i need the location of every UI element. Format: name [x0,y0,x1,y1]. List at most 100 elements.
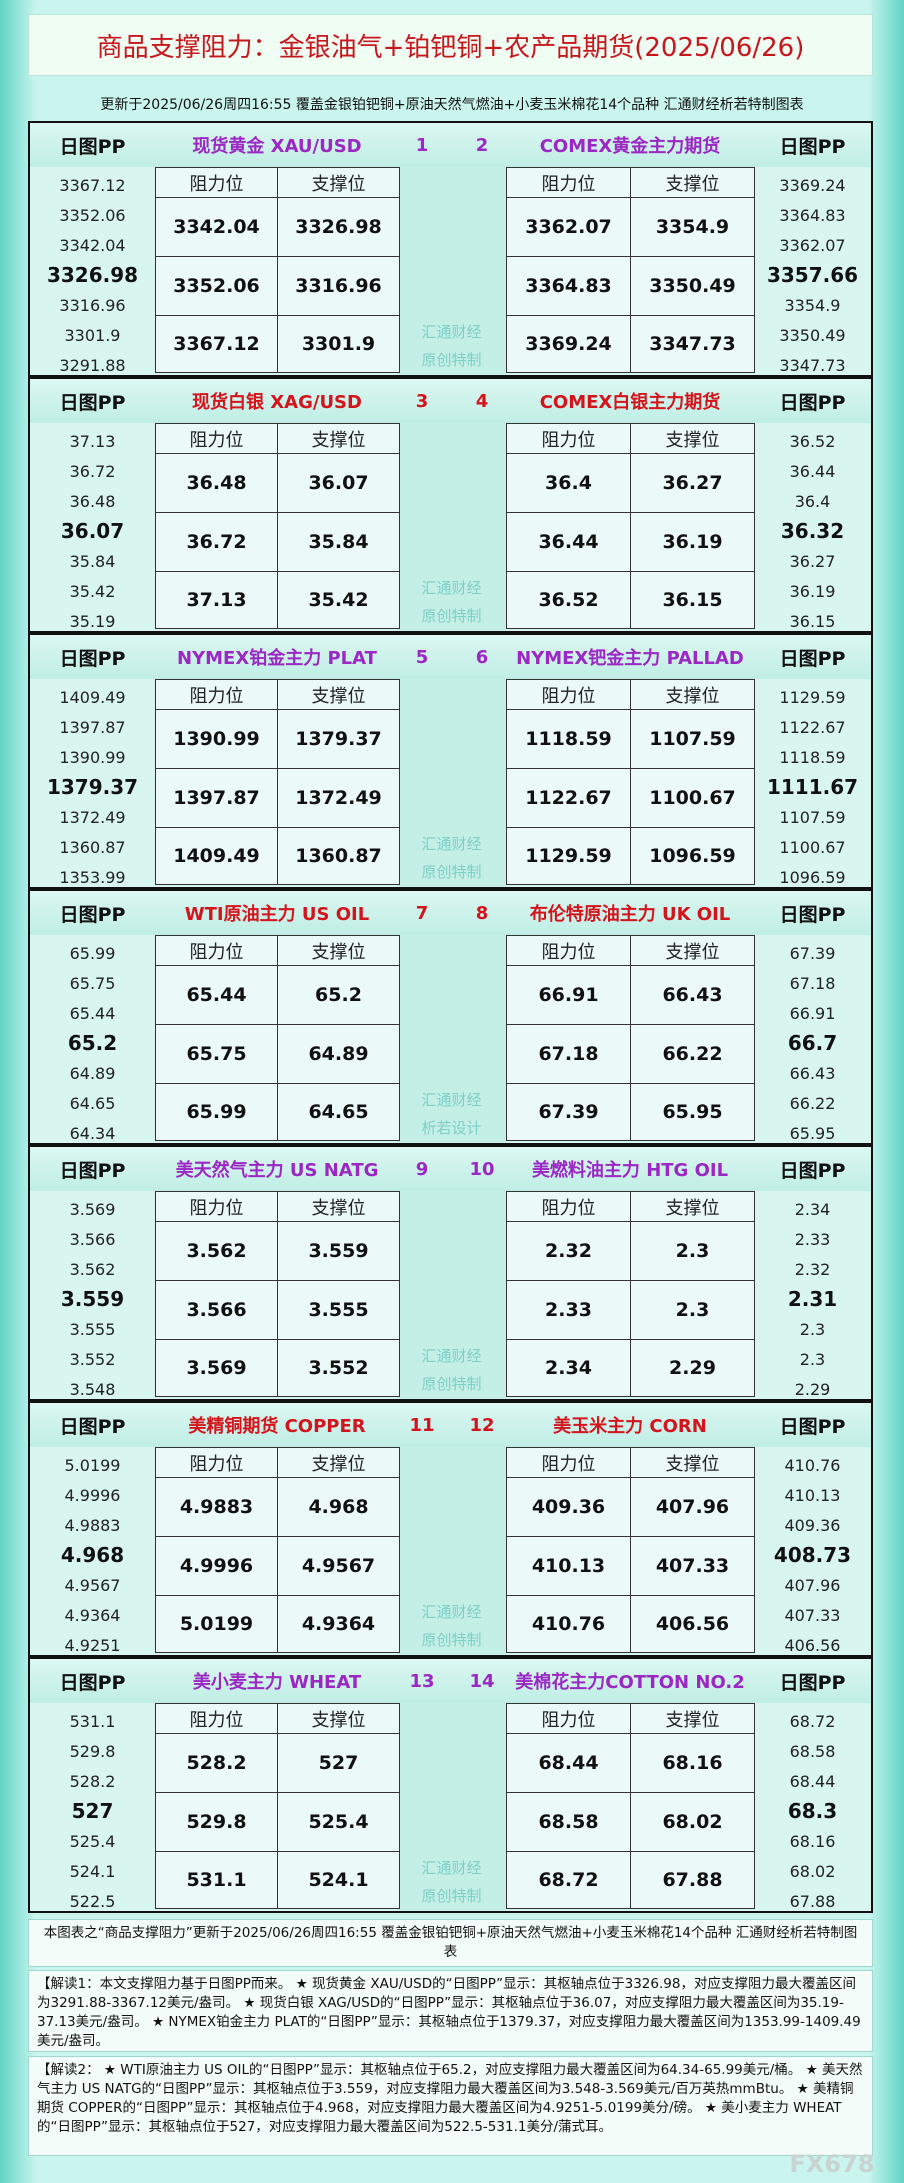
watermark: 汇通财经 [421,1602,482,1621]
pp-label: 日图PP [779,1415,846,1438]
table-cell: 36.52 [506,571,631,629]
subtitle: 更新于2025/06/26周四16:55 覆盖金银铂钯铜+原油天然气燃油+小麦玉… [100,97,804,113]
table-cell: 410.76 [506,1595,631,1653]
pp-value: 3.559 [60,1287,125,1311]
pp-value: 3.548 [69,1379,116,1399]
pp-value: 3369.24 [779,175,846,195]
table-cell: 68.58 [506,1792,631,1852]
pp-value: 1118.59 [779,747,846,767]
table-header: 阻力位 [155,167,278,198]
table-header: 阻力位 [506,1703,631,1734]
product-no: 10 [469,1158,495,1180]
table-header: 支撑位 [277,679,400,710]
table-cell: 5.0199 [155,1595,278,1653]
panel: 日图PP 日图PP 美小麦主力 WHEAT 美棉花主力COTTON NO.2 13 14 汇… [28,1657,873,1913]
pp-value: 3301.9 [64,325,121,345]
pp-value: 35.84 [69,551,116,571]
table-cell: 1360.87 [277,827,400,885]
table-header: 阻力位 [155,1447,278,1478]
panel: 日图PP 日图PP 美精铜期货 COPPER 美玉米主力 CORN 11 12 汇通财经 原创… [28,1401,873,1657]
table-cell: 525.4 [277,1792,400,1852]
pp-label: 日图PP [779,1671,846,1694]
panel: 日图PP 日图PP NYMEX铂金主力 PLAT NYMEX钯金主力 PALLAD 5 6… [28,633,873,889]
table-cell: 67.88 [630,1851,755,1909]
pp-value: 3316.96 [59,295,126,315]
table-header: 支撑位 [277,423,400,454]
pp-value: 36.32 [780,519,845,543]
pp-value: 1111.67 [766,775,859,799]
pp-value: 3342.04 [59,235,126,255]
pp-value: 3352.06 [59,205,126,225]
table-cell: 1397.87 [155,768,278,828]
table-cell: 4.9364 [277,1595,400,1653]
pp-value: 529.8 [69,1741,116,1761]
pp-value: 1390.99 [59,747,126,767]
pp-value: 407.96 [784,1575,841,1595]
table-cell: 4.968 [277,1477,400,1537]
table-header: 支撑位 [630,935,755,966]
pp-value: 4.9567 [64,1575,121,1595]
panel-header [30,635,871,679]
table-cell: 36.27 [630,453,755,513]
pp-value: 4.9883 [64,1515,121,1535]
table-cell: 524.1 [277,1851,400,1909]
pp-value: 406.56 [784,1635,841,1655]
pp-value: 3.562 [69,1259,116,1279]
pp-value: 36.52 [789,431,836,451]
pp-value: 527 [71,1799,114,1823]
table-cell: 3369.24 [506,315,631,373]
table-header: 支撑位 [277,1703,400,1734]
product-name: 美天然气主力 US NATG [175,1160,379,1181]
watermark: 汇通财经 [421,1858,482,1877]
pp-value: 528.2 [69,1771,116,1791]
pp-value: 68.02 [789,1861,836,1881]
pp-value: 68.58 [789,1741,836,1761]
pp-label: 日图PP [779,647,846,670]
pp-value: 36.4 [794,491,831,511]
pp-value: 37.13 [69,431,116,451]
pp-value: 36.44 [789,461,836,481]
pp-value: 2.34 [794,1199,831,1219]
product-no: 12 [469,1414,495,1436]
title: 商品支撑阻力：金银油气+铂钯铜+农产品期货(2025/06/26) [28,14,873,76]
table-header: 阻力位 [506,1191,631,1222]
pp-value: 36.72 [69,461,116,481]
table-cell: 36.07 [277,453,400,513]
pp-value: 3354.9 [784,295,841,315]
pp-value: 2.3 [799,1349,826,1369]
table-header: 支撑位 [630,423,755,454]
watermark: 原创特制 [421,1886,482,1905]
pp-value: 3.566 [69,1229,116,1249]
table-cell: 36.15 [630,571,755,629]
product-no: 2 [475,134,489,156]
product-no: 1 [415,134,429,156]
product-no: 7 [415,902,429,924]
table-cell: 36.44 [506,512,631,572]
pp-value: 1100.67 [779,837,846,857]
product-name: 美燃料油主力 HTG OIL [531,1160,729,1181]
pp-value: 3326.98 [46,263,139,287]
table-cell: 409.36 [506,1477,631,1537]
pp-value: 3.552 [69,1349,116,1369]
pp-value: 65.2 [67,1031,118,1055]
product-no: 13 [409,1670,435,1692]
pp-value: 3364.83 [779,205,846,225]
table-cell: 3354.9 [630,197,755,257]
table-header: 阻力位 [155,423,278,454]
table-cell: 3362.07 [506,197,631,257]
panel: 日图PP 日图PP WTI原油主力 US OIL 布伦特原油主力 UK OIL 7 8 汇通… [28,889,873,1145]
pp-value: 1096.59 [779,867,846,887]
table-cell: 407.96 [630,1477,755,1537]
product-name: NYMEX铂金主力 PLAT [177,648,377,669]
pp-value: 522.5 [69,1891,116,1911]
table-cell: 68.44 [506,1733,631,1793]
watermark: 汇通财经 [421,834,482,853]
pp-value: 408.73 [773,1543,852,1567]
footer-note: 本图表之“商品支撑阻力”更新于2025/06/26周四16:55 覆盖金银铂钯铜… [28,1919,873,1967]
pp-value: 65.95 [789,1123,836,1143]
pp-value: 36.07 [60,519,125,543]
table-cell: 3347.73 [630,315,755,373]
pp-value: 36.27 [789,551,836,571]
pp-value: 3.555 [69,1319,116,1339]
table-cell: 1409.49 [155,827,278,885]
